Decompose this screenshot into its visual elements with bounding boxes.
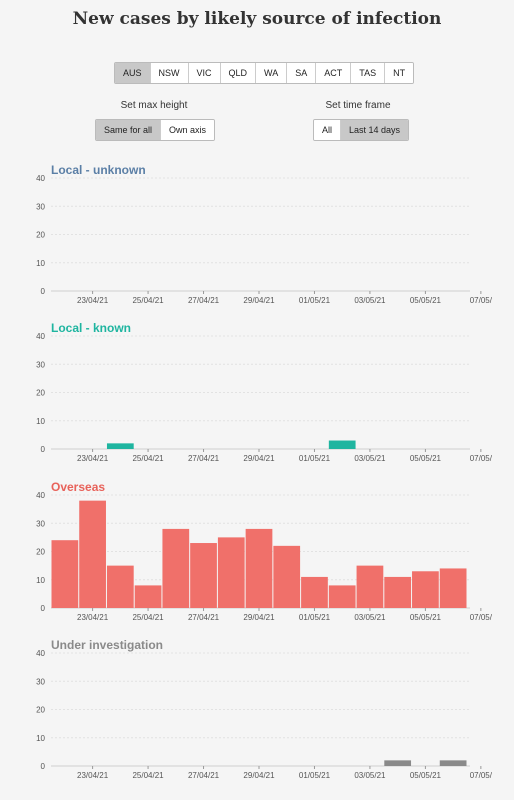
region-vic-button[interactable]: VIC: [188, 63, 221, 83]
bar-25-04-21: [134, 585, 162, 608]
y-tick-label: 0: [41, 445, 46, 454]
x-tick-label: 25/04/21: [132, 613, 164, 622]
y-tick-label: 0: [41, 287, 46, 296]
region-selector: AUS NSW VIC QLD WA SA ACT TAS NT: [114, 62, 415, 84]
y-tick-label: 20: [36, 231, 45, 240]
x-tick-label: 07/05/: [470, 771, 493, 780]
x-tick-label: 27/04/21: [188, 454, 220, 463]
x-tick-label: 25/04/21: [132, 454, 164, 463]
time-frame-toggle: All Last 14 days: [313, 119, 410, 141]
bar-02-05-21: [328, 585, 356, 608]
y-tick-label: 10: [36, 417, 45, 426]
x-tick-label: 01/05/21: [299, 454, 331, 463]
bar-04-05-21: [384, 576, 412, 608]
bar-02-05-21: [328, 440, 356, 449]
y-tick-label: 40: [36, 174, 45, 183]
y-tick-label: 40: [36, 332, 45, 341]
time-frame-all-button[interactable]: All: [314, 120, 342, 140]
y-tick-label: 20: [36, 389, 45, 398]
y-tick-label: 0: [41, 604, 46, 613]
region-act-button[interactable]: ACT: [316, 63, 352, 83]
region-tas-button[interactable]: TAS: [351, 63, 386, 83]
y-tick-label: 0: [41, 762, 46, 771]
bar-01-05-21: [301, 576, 328, 608]
x-tick-label: 07/05/: [470, 613, 493, 622]
x-tick-label: 29/04/21: [243, 771, 275, 780]
x-tick-label: 01/05/21: [299, 771, 331, 780]
bar-27-04-21: [190, 543, 217, 608]
x-tick-label: 27/04/21: [188, 613, 220, 622]
time-frame-label: Set time frame: [325, 100, 391, 111]
bar-06-05-21: [439, 568, 467, 608]
y-tick-label: 20: [36, 706, 45, 715]
chart-overseas: Overseas 0 10 20 30 40 23/04/21 25/04/21 27/04/2…: [36, 480, 493, 622]
bar-04-05-21: [384, 760, 412, 766]
bar-30-04-21: [273, 545, 301, 608]
chart-title: Overseas: [51, 480, 105, 494]
x-tick-label: 03/05/21: [354, 613, 386, 622]
chart-local-unknown: Local - unknown 0 10 20 30 40 23/04/21 25/04/21…: [36, 163, 493, 305]
x-tick-label: 23/04/21: [77, 296, 109, 305]
y-tick-label: 10: [36, 259, 45, 268]
x-tick-label: 05/05/21: [410, 613, 442, 622]
x-tick-label: 07/05/: [470, 296, 493, 305]
max-height-label: Set max height: [120, 100, 188, 111]
x-tick-label: 29/04/21: [243, 296, 275, 305]
page-title: New cases by likely source of infection: [72, 9, 442, 29]
max-height-same-for-all-button[interactable]: Same for all: [96, 120, 162, 140]
x-tick-label: 29/04/21: [243, 454, 275, 463]
x-tick-label: 25/04/21: [132, 771, 164, 780]
bar-03-05-21: [356, 565, 384, 608]
x-tick-label: 23/04/21: [77, 613, 109, 622]
y-tick-label: 10: [36, 576, 45, 585]
bar-28-04-21: [217, 537, 245, 608]
chart-title: Under investigation: [51, 638, 163, 652]
bar-05-05-21: [412, 571, 439, 608]
bar-22-04-21: [51, 540, 79, 608]
bar-06-05-21: [439, 760, 467, 766]
y-tick-label: 30: [36, 360, 45, 369]
time-frame-last-14-days-button[interactable]: Last 14 days: [341, 120, 409, 140]
region-nsw-button[interactable]: NSW: [150, 63, 189, 83]
max-height-toggle: Same for all Own axis: [95, 119, 216, 141]
x-tick-label: 27/04/21: [188, 771, 220, 780]
region-sa-button[interactable]: SA: [287, 63, 317, 83]
region-nt-button[interactable]: NT: [385, 63, 414, 83]
y-tick-label: 20: [36, 548, 45, 557]
x-tick-label: 07/05/: [470, 454, 493, 463]
x-tick-label: 05/05/21: [410, 454, 442, 463]
chart-under-investigation: Under investigation 0 10 20 30 40 23/04/21 25/0…: [36, 638, 493, 780]
y-tick-label: 40: [36, 649, 45, 658]
x-tick-label: 03/05/21: [354, 296, 386, 305]
x-tick-label: 05/05/21: [410, 296, 442, 305]
chart-title: Local - unknown: [51, 163, 146, 177]
y-tick-label: 30: [36, 677, 45, 686]
x-tick-label: 01/05/21: [299, 613, 331, 622]
bar-23-04-21: [79, 500, 106, 608]
region-qld-button[interactable]: QLD: [220, 63, 257, 83]
bar-29-04-21: [245, 528, 273, 608]
x-tick-label: 23/04/21: [77, 771, 109, 780]
region-wa-button[interactable]: WA: [256, 63, 288, 83]
x-tick-label: 25/04/21: [132, 296, 164, 305]
chart-title: Local - known: [51, 321, 131, 335]
x-tick-label: 03/05/21: [354, 454, 386, 463]
x-tick-label: 01/05/21: [299, 296, 331, 305]
bar-26-04-21: [162, 528, 190, 608]
x-tick-label: 03/05/21: [354, 771, 386, 780]
y-tick-label: 40: [36, 491, 45, 500]
bar-24-04-21: [106, 565, 134, 608]
max-height-own-axis-button[interactable]: Own axis: [161, 120, 215, 140]
x-tick-label: 27/04/21: [188, 296, 220, 305]
y-tick-label: 30: [36, 202, 45, 211]
region-aus-button[interactable]: AUS: [115, 63, 151, 83]
chart-local-known: Local - known 0 10 20 30 40 23/04/21 25/04/21 27…: [36, 321, 493, 463]
x-tick-label: 29/04/21: [243, 613, 275, 622]
y-tick-label: 30: [36, 519, 45, 528]
x-tick-label: 05/05/21: [410, 771, 442, 780]
x-tick-label: 23/04/21: [77, 454, 109, 463]
bar-24-04-21: [106, 443, 134, 449]
y-tick-label: 10: [36, 734, 45, 743]
